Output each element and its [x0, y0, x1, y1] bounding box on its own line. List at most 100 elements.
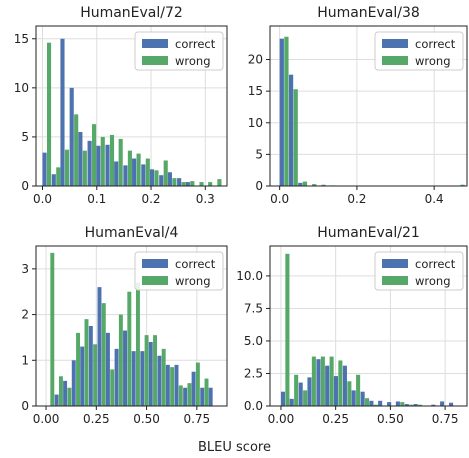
legend-swatch-wrong [382, 276, 408, 285]
legend-swatch-wrong [382, 56, 408, 65]
bar-correct [63, 380, 68, 406]
bar-correct [200, 387, 205, 406]
bar-wrong [82, 150, 87, 186]
bar-correct [54, 394, 59, 406]
bar-wrong [136, 153, 141, 186]
legend-label-wrong: wrong [415, 54, 451, 68]
bar-correct [141, 164, 146, 186]
bar-wrong [93, 344, 98, 406]
bar-correct [298, 382, 303, 406]
bar-wrong [178, 385, 183, 406]
bar-wrong [92, 124, 97, 186]
legend-label-correct: correct [175, 257, 216, 271]
y-tick-label: 7.5 [244, 301, 263, 315]
bar-wrong [321, 184, 326, 186]
bar-wrong [118, 138, 123, 186]
y-tick-label: 20 [248, 53, 263, 67]
bar-wrong [418, 404, 423, 406]
bar-correct [342, 365, 347, 406]
bar-correct [80, 346, 85, 406]
bar-wrong [293, 89, 298, 186]
bar-correct [131, 351, 136, 406]
y-tick-label: 0.0 [244, 399, 263, 413]
legend: correct wrong [374, 31, 464, 71]
bar-wrong [294, 374, 299, 406]
bar-correct [123, 330, 127, 406]
bar-correct [325, 365, 330, 406]
bar-correct [174, 364, 179, 406]
bar-correct [42, 152, 47, 186]
bar-correct [69, 87, 74, 186]
bar-correct [289, 398, 294, 406]
legend-swatch-wrong [142, 56, 168, 65]
bar-wrong [195, 362, 200, 406]
bar-correct [440, 401, 445, 406]
legend-label-correct: correct [175, 37, 216, 51]
bar-correct [157, 355, 162, 406]
bar-wrong [303, 390, 308, 406]
y-tick-label: 0 [255, 179, 263, 193]
bar-correct [88, 326, 93, 406]
subplot-3: 0.00 0.25 0.50 0.75 0 1 2 3 HumanEval/4 correct wr… [21, 225, 228, 426]
bar-wrong [284, 36, 289, 186]
bar-correct [378, 400, 383, 406]
bar-wrong [460, 184, 465, 186]
bar-correct [183, 387, 188, 406]
legend-label-wrong: wrong [415, 274, 451, 288]
x-tick-label: 0.50 [377, 412, 404, 426]
bar-correct [280, 391, 286, 406]
bar-correct [96, 145, 101, 186]
legend: correct wrong [134, 251, 224, 291]
bar-wrong [187, 383, 192, 406]
x-tick-label: 0.00 [268, 412, 295, 426]
bar-wrong [338, 360, 343, 406]
subplot-title: HumanEval/21 [317, 225, 420, 241]
y-tick-label: 5.0 [244, 334, 263, 348]
bar-wrong [208, 182, 213, 186]
subplot-1: 0.0 0.1 0.2 0.3 0 5 10 15 HumanEval/72 correct wro… [14, 5, 228, 206]
bar-correct [167, 172, 172, 186]
bar-wrong [67, 387, 72, 406]
bar-wrong [58, 376, 63, 406]
bar-correct [132, 158, 137, 186]
subplot-title: HumanEval/72 [80, 5, 183, 21]
legend-swatch-correct [142, 259, 168, 268]
legend-swatch-correct [382, 39, 408, 48]
y-tick-label: 0 [21, 399, 29, 413]
bar-wrong [154, 170, 159, 186]
bar-wrong [312, 184, 317, 186]
legend-swatch-correct [382, 259, 408, 268]
bar-wrong [118, 314, 123, 406]
bar-wrong [84, 319, 89, 406]
bar-correct [148, 342, 153, 406]
bar-wrong [356, 374, 361, 406]
bar-wrong [127, 150, 132, 186]
bar-correct [431, 404, 436, 406]
x-tick-label: 0.0 [270, 192, 289, 206]
bar-wrong [74, 114, 79, 186]
bar-wrong [127, 291, 132, 406]
x-tick-label: 0.2 [141, 192, 160, 206]
legend-swatch-wrong [142, 276, 168, 285]
bar-correct [360, 391, 365, 406]
bar-correct [387, 402, 392, 406]
y-tick-label: 5 [21, 130, 29, 144]
bar-wrong [373, 404, 378, 406]
y-tick-label: 15 [14, 32, 29, 46]
bar-wrong [145, 158, 150, 186]
bar-correct [78, 132, 83, 186]
y-tick-label: 2.5 [244, 366, 263, 380]
legend-label-correct: correct [415, 37, 456, 51]
bar-correct [177, 178, 182, 186]
bar-wrong [199, 182, 204, 186]
y-tick-label: 0 [21, 179, 29, 193]
bar-wrong [365, 398, 370, 406]
bar-correct [149, 169, 155, 186]
bar-correct [449, 402, 454, 406]
bar-wrong [311, 356, 316, 406]
x-tick-label: 0.25 [322, 412, 349, 426]
bar-correct [279, 38, 284, 186]
y-tick-label: 1 [21, 353, 29, 367]
y-tick-label: 5 [255, 147, 263, 161]
bar-wrong [153, 335, 158, 406]
